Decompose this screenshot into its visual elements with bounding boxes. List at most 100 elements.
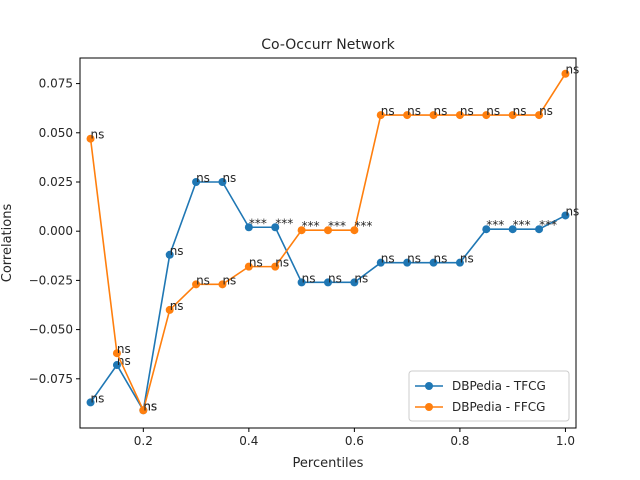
significance-label: ns <box>117 354 131 368</box>
data-point <box>508 225 517 234</box>
data-point <box>218 280 227 289</box>
significance-label: ns <box>222 171 236 185</box>
data-point <box>297 226 306 235</box>
significance-label: ns <box>513 104 527 118</box>
chart-title: Co-Occurr Network <box>261 37 395 53</box>
data-point <box>244 223 253 232</box>
x-tick-label: 0.6 <box>345 434 364 448</box>
x-tick-label: 0.2 <box>134 434 153 448</box>
data-point <box>86 134 95 143</box>
significance-label: ns <box>143 399 157 413</box>
data-point <box>86 398 95 407</box>
significance-label: *** <box>328 219 346 233</box>
significance-label: ns <box>565 204 579 218</box>
data-point <box>112 361 121 370</box>
data-point <box>350 226 359 235</box>
x-tick-label: 1.0 <box>556 434 575 448</box>
significance-label: ns <box>354 271 368 285</box>
significance-label: *** <box>513 218 531 232</box>
significance-label: ns <box>91 391 105 405</box>
y-tick-label: −0.075 <box>29 372 73 386</box>
y-axis-label: Correlations <box>0 204 15 283</box>
data-point <box>561 211 570 220</box>
x-tick-label: 0.8 <box>450 434 469 448</box>
data-point <box>192 177 201 186</box>
data-point <box>376 111 385 120</box>
significance-label: ns <box>486 104 500 118</box>
data-point <box>403 111 412 120</box>
significance-label: *** <box>302 219 320 233</box>
significance-label: *** <box>539 218 557 232</box>
significance-label: ns <box>170 244 184 258</box>
significance-label: ns <box>434 252 448 266</box>
x-tick-label: 0.4 <box>239 434 258 448</box>
legend: DBPedia - TFCG DBPedia - FFCG <box>408 370 570 422</box>
significance-label: ns <box>328 271 342 285</box>
data-point <box>455 258 464 267</box>
significance-label: ns <box>460 252 474 266</box>
significance-label: ns <box>539 104 553 118</box>
data-point <box>429 111 438 120</box>
significance-label: ns <box>91 128 105 142</box>
data-point <box>192 280 201 289</box>
significance-label: ns <box>381 104 395 118</box>
significance-label: ns <box>381 252 395 266</box>
y-tick-label: −0.025 <box>29 273 73 287</box>
data-point <box>165 305 174 314</box>
y-tick-label: −0.050 <box>29 323 73 337</box>
significance-label: *** <box>275 216 293 230</box>
significance-label: ns <box>170 299 184 313</box>
data-point <box>535 111 544 120</box>
data-point <box>324 226 332 235</box>
data-point <box>376 258 385 267</box>
legend-marker <box>425 382 433 390</box>
data-point <box>508 111 517 120</box>
data-point <box>165 250 174 259</box>
y-tick-label: 0.000 <box>39 224 73 238</box>
y-axis: −0.075 −0.050 −0.025 0.000 0.025 0.050 0.075 <box>29 77 80 386</box>
significance-label: ns <box>196 273 210 287</box>
legend-frame <box>408 370 570 422</box>
legend-label: DBPedia - FFCG <box>452 400 545 414</box>
significance-label: ns <box>565 63 579 77</box>
significance-label: ns <box>407 104 421 118</box>
y-tick-label: 0.025 <box>39 175 73 189</box>
data-point <box>324 278 332 287</box>
plot-frame <box>79 57 577 429</box>
significance-label: *** <box>486 218 504 232</box>
data-point <box>271 223 280 232</box>
significance-label: ns <box>407 252 421 266</box>
significance-label: ns <box>249 256 263 270</box>
significance-label: ns <box>434 104 448 118</box>
x-axis-label: Percentiles <box>293 456 364 471</box>
legend-label: DBPedia - TFCG <box>452 379 546 393</box>
significance-label: ns <box>302 271 316 285</box>
significance-label: *** <box>354 219 372 233</box>
data-point <box>429 258 438 267</box>
data-point <box>482 111 491 120</box>
significance-label: ns <box>275 256 289 270</box>
significance-label: ns <box>196 171 210 185</box>
data-point <box>561 69 570 78</box>
data-point <box>350 278 359 287</box>
data-point <box>535 225 544 234</box>
significance-label: *** <box>249 216 267 230</box>
y-tick-label: 0.050 <box>39 126 73 140</box>
data-point <box>112 349 121 358</box>
data-point <box>297 278 306 287</box>
significance-label: ns <box>460 104 474 118</box>
data-point <box>139 406 148 415</box>
data-point <box>482 225 491 234</box>
y-tick-label: 0.075 <box>39 77 73 91</box>
series-line <box>89 73 567 413</box>
data-point <box>271 262 280 271</box>
significance-label: ns <box>222 273 236 287</box>
significance-label: ns <box>117 342 131 356</box>
data-point <box>403 258 412 267</box>
data-point <box>244 262 253 271</box>
legend-marker <box>425 403 433 411</box>
